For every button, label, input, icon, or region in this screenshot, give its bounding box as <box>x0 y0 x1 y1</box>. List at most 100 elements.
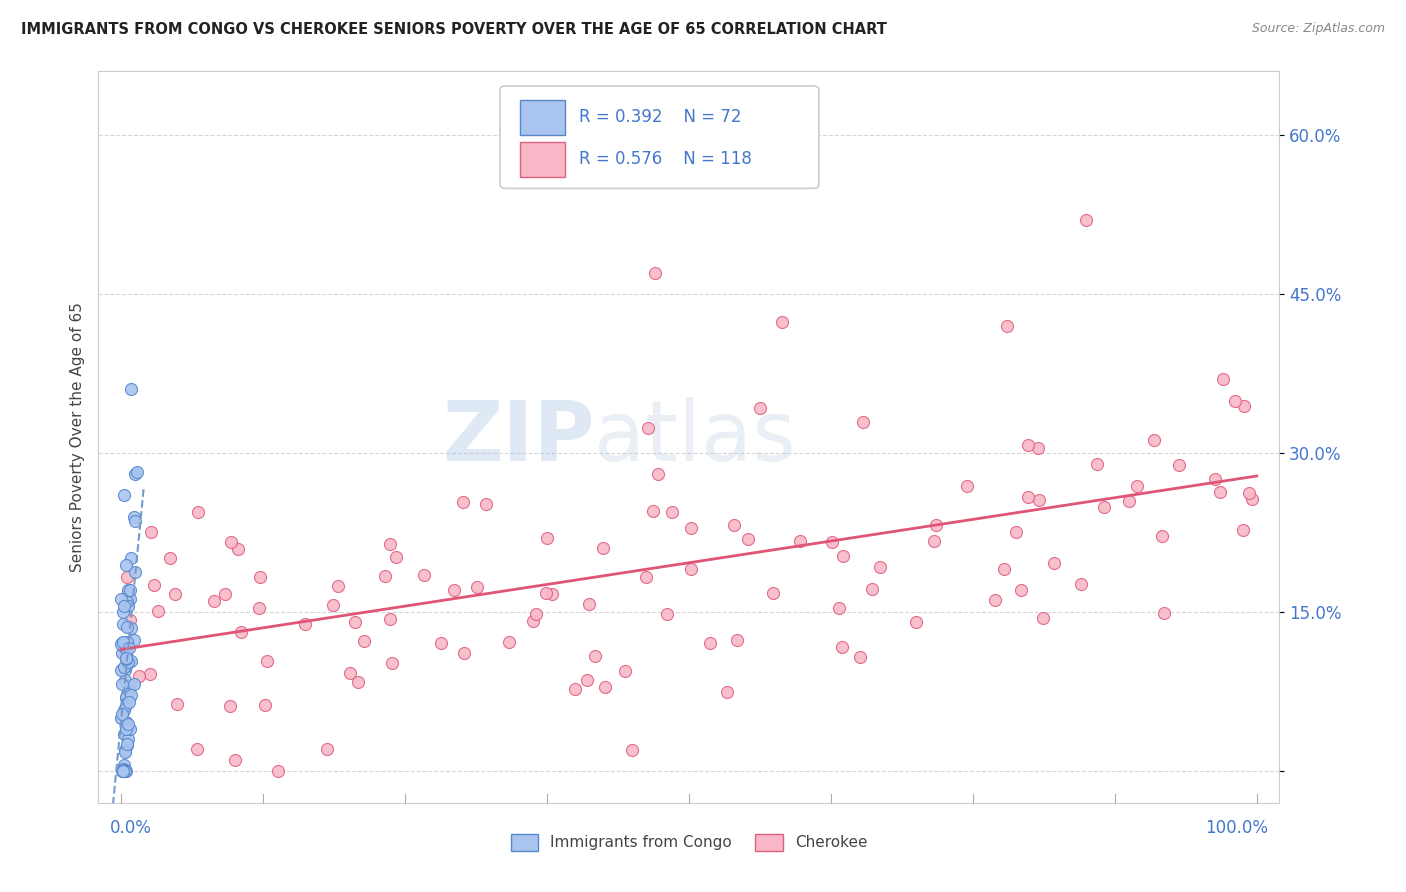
Point <box>832 549 855 564</box>
Point <box>112 599 135 614</box>
Point <box>748 401 770 415</box>
Point <box>120 621 142 635</box>
Point <box>124 565 146 579</box>
Point <box>661 505 683 519</box>
Point <box>956 479 979 493</box>
Point <box>1017 438 1039 452</box>
Point <box>1028 492 1050 507</box>
Point <box>1152 529 1174 543</box>
Point <box>226 542 249 557</box>
Point <box>143 578 166 592</box>
Point <box>124 467 146 482</box>
Point <box>115 651 138 665</box>
Point <box>644 266 666 280</box>
FancyBboxPatch shape <box>520 142 565 177</box>
Point <box>112 488 135 502</box>
Point <box>128 668 150 682</box>
Point <box>122 510 145 524</box>
Point <box>114 652 136 666</box>
Point <box>114 690 136 704</box>
Point <box>344 615 367 629</box>
Point <box>112 764 135 778</box>
Point <box>613 664 636 678</box>
Point <box>429 636 451 650</box>
Point <box>146 604 169 618</box>
Point <box>498 635 520 649</box>
Point <box>118 695 141 709</box>
Point <box>139 667 162 681</box>
Point <box>995 318 1018 333</box>
Point <box>413 568 436 582</box>
Point <box>725 632 748 647</box>
Point <box>637 420 659 434</box>
Point <box>254 698 277 712</box>
Point <box>467 580 489 594</box>
Point <box>453 646 475 660</box>
Point <box>202 594 225 608</box>
Point <box>526 607 548 621</box>
Point <box>475 497 498 511</box>
Point <box>114 673 136 687</box>
Point <box>111 605 134 619</box>
Point <box>634 570 657 584</box>
Point <box>125 465 148 479</box>
Point <box>112 762 135 776</box>
Point <box>681 562 703 576</box>
Point <box>621 743 644 757</box>
Point <box>115 620 138 634</box>
Point <box>110 711 132 725</box>
Point <box>828 601 851 615</box>
Point <box>114 764 136 778</box>
Point <box>111 639 134 653</box>
Legend: Immigrants from Congo, Cherokee: Immigrants from Congo, Cherokee <box>505 828 873 857</box>
Point <box>118 678 141 692</box>
Point <box>641 503 664 517</box>
Point <box>716 685 738 699</box>
Point <box>831 640 853 654</box>
Point <box>1126 479 1149 493</box>
Point <box>247 601 270 615</box>
Point <box>118 683 141 698</box>
Point <box>1085 457 1108 471</box>
Point <box>378 537 401 551</box>
Point <box>849 650 872 665</box>
Point <box>564 681 586 696</box>
Point <box>139 524 162 539</box>
Point <box>115 658 138 673</box>
Point <box>1223 394 1246 409</box>
Point <box>267 764 290 778</box>
Point <box>1168 458 1191 473</box>
Point <box>112 727 135 741</box>
Point <box>1241 491 1264 506</box>
Point <box>770 315 793 329</box>
Point <box>117 599 139 614</box>
Point <box>993 562 1015 576</box>
Point <box>118 583 141 598</box>
Point <box>122 632 145 647</box>
Text: Source: ZipAtlas.com: Source: ZipAtlas.com <box>1251 22 1385 36</box>
Point <box>1032 611 1054 625</box>
Point <box>111 646 134 660</box>
Point <box>540 587 562 601</box>
Point <box>576 673 599 688</box>
Point <box>869 559 891 574</box>
Point <box>378 612 401 626</box>
Text: atlas: atlas <box>595 397 796 477</box>
Point <box>1118 493 1140 508</box>
Y-axis label: Seniors Poverty Over the Age of 65: Seniors Poverty Over the Age of 65 <box>69 302 84 572</box>
Point <box>647 467 669 482</box>
Point <box>218 699 240 714</box>
Point <box>112 757 135 772</box>
Point <box>159 551 181 566</box>
Point <box>583 649 606 664</box>
Point <box>114 745 136 759</box>
Point <box>118 722 141 736</box>
Point <box>120 654 142 668</box>
Point <box>1209 484 1232 499</box>
Point <box>904 615 927 629</box>
Point <box>115 595 138 609</box>
Text: IMMIGRANTS FROM CONGO VS CHEROKEE SENIORS POVERTY OVER THE AGE OF 65 CORRELATION: IMMIGRANTS FROM CONGO VS CHEROKEE SENIOR… <box>21 22 887 37</box>
Text: R = 0.576    N = 118: R = 0.576 N = 118 <box>579 150 752 168</box>
Point <box>111 634 134 648</box>
Point <box>117 655 139 669</box>
